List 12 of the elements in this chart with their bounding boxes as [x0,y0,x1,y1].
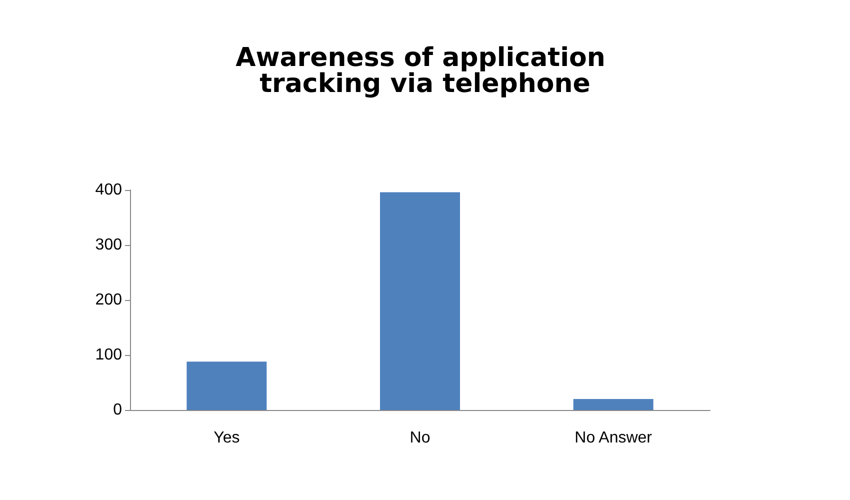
y-tick-label: 400 [95,182,122,198]
x-tick-label: No Answer [574,430,653,446]
bar [380,192,460,410]
y-tick-label: 0 [113,402,122,418]
y-tick-label: 100 [95,346,122,364]
bar [573,399,654,410]
bar [186,362,267,410]
chart-title: Awareness of application tracking via telephone [236,43,614,99]
x-tick-label: No [410,430,430,446]
y-tick-label: 300 [95,236,122,254]
x-tick-label: Yes [214,430,240,446]
y-tick-label: 200 [95,292,122,308]
